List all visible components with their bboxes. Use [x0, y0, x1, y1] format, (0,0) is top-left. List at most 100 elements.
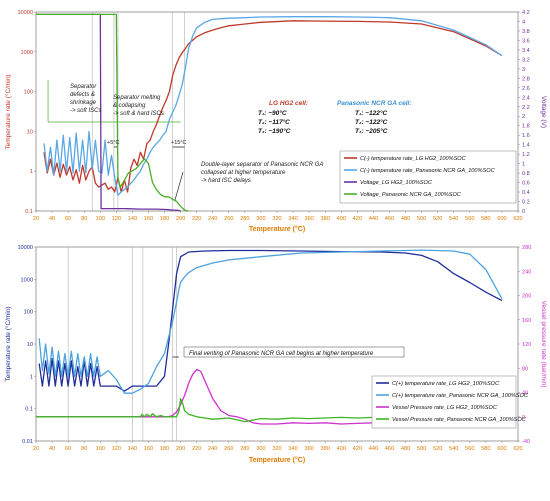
top-y2-tick-label: 2.6: [522, 86, 530, 92]
bot-x-tick-label: 40: [49, 446, 55, 452]
legend-label-lg-voltage: Voltage_LG HG2_100%SOC: [360, 180, 433, 186]
separator-melting-annotation: Separator melting & collapsing -> soft &…: [113, 95, 164, 117]
bot-x-tick-label: 220: [192, 446, 201, 452]
top-y2-tick-label: 0: [522, 209, 525, 215]
bot-x-tick-label: 580: [481, 446, 490, 452]
bot-y2-tick-label: 280: [522, 245, 531, 251]
top-x-tick-label: 560: [465, 216, 474, 222]
top-y2-tick-label: 1.8: [522, 124, 530, 130]
panasonic-temperatures-annotation: Panasonic NCR GA cell: T₁: ~122°C T₂: ~1…: [337, 100, 412, 135]
bot-x-tick-label: 400: [337, 446, 346, 452]
bot-x-tick-label: 480: [401, 446, 410, 452]
top-x-tick-label: 420: [353, 216, 362, 222]
bot-y-tick-label: 100: [24, 310, 33, 316]
top-y2-tick-label: 1.4: [522, 143, 530, 149]
bot-x-tick-label: 520: [433, 446, 442, 452]
top-series-line-3: [36, 13, 189, 212]
top-legend: C(-) temperature rate_LG HG2_100%SOC C(-…: [339, 150, 517, 204]
bot-y-tick-label: 1000: [21, 277, 33, 283]
top-x-tick-label: 60: [65, 216, 71, 222]
bot-x-tick-label: 60: [65, 446, 71, 452]
legend-label-pan-voltage: Voltage_Panasonic NCR GA_100%SOC: [360, 192, 462, 198]
top-series-group: [36, 13, 503, 212]
legend-label-pan-c-plus: C(+) temperature rate_Panasonic NCR GA_1…: [392, 393, 529, 399]
delta-right-annotation: +15°C: [171, 140, 187, 146]
top-y2-tick-label: 1: [522, 162, 525, 168]
top-y2-tick-label: 2.2: [522, 105, 530, 111]
bot-y2-tick-label: 80: [522, 366, 528, 372]
bot-x-tick-label: 560: [465, 446, 474, 452]
bot-x-tick-label: 600: [497, 446, 506, 452]
legend-label-pan-pressure: Vessel Pressure rate_Panasonic NCR GA_10…: [392, 417, 527, 423]
top-y2-tick-label: 4: [522, 19, 525, 25]
separator-defects-annotation: Separator defects & shrinkage -> soft IS…: [70, 84, 102, 114]
lg-t3: T₃: ~190°C: [258, 127, 291, 135]
bottom-y-axis-label: Temperature rate (°C/min): [4, 306, 12, 381]
bottom-legend: C(+) temperature rate_LG HG2_100%SOC C(+…: [371, 375, 529, 429]
top-y-tick-label: 1000: [21, 50, 33, 56]
bot-x-tick-label: 500: [417, 446, 426, 452]
bot-x-tick-label: 380: [321, 446, 330, 452]
panasonic-t1: T₁: ~122°C: [355, 109, 387, 117]
separator-melting-line-2: & collapsing: [113, 103, 146, 109]
top-y-axis-label: Temperature rate (°C/min): [4, 74, 12, 149]
top-series-line-0: [43, 20, 503, 193]
top-x-tick-label: 460: [385, 216, 394, 222]
top-chart-panel: 20 40 60 80 100 120 140 160 180 200 220 240 260 280 30…: [4, 10, 547, 233]
bot-x-tick-label: 240: [208, 446, 217, 452]
top-legend-box: [339, 150, 517, 204]
bottom-decorations: [67, 247, 179, 441]
top-x-tick-label: 320: [272, 216, 281, 222]
top-y-tick-label: 100: [24, 90, 33, 96]
bot-x-tick-label: 460: [385, 446, 394, 452]
top-x-tick-label: 220: [192, 216, 201, 222]
separator-melting-line-1: Separator melting: [113, 95, 161, 101]
top-y2-tick-label: 0.8: [522, 171, 530, 177]
top-y-tick-label: 10000: [17, 10, 33, 16]
top-y2-tick-label: 1.2: [522, 152, 530, 158]
panasonic-t2: T₂: ~122°C: [355, 118, 388, 126]
lg-temperatures-annotation: LG HG2 cell: T₁: ~90°C T₂: ~117°C T₃: ~1…: [258, 100, 308, 135]
legend-label-lg-pressure: Vessel Pressure rate_LG HG2_100%SOC: [392, 405, 498, 411]
bot-series-line-3: [36, 397, 502, 423]
lg-t2: T₂: ~117°C: [258, 118, 290, 126]
bottom-chart-panel: 20 40 60 80 100 120 140 160 180 200 220 240 260 280 30…: [4, 245, 547, 464]
bottom-legend-box: [371, 375, 517, 429]
top-x-tick-label: 240: [208, 216, 217, 222]
top-x-axis-label: Temperature (°C): [249, 225, 305, 233]
double-layer-line-2: collapsed at higher temperature: [201, 170, 286, 176]
top-x-tick-label: 500: [417, 216, 426, 222]
top-x-tick-label: 120: [112, 216, 121, 222]
bot-x-tick-label: 120: [112, 446, 121, 452]
bot-x-tick-label: 20: [33, 446, 39, 452]
top-y2-tick-label: 0.4: [522, 190, 530, 196]
top-y-tick-label: 10: [27, 129, 33, 135]
top-x-tick-label: 20: [33, 216, 39, 222]
bot-x-tick-label: 280: [240, 446, 249, 452]
double-layer-line-1: Double-layer separator of Panasonic NCR …: [201, 162, 323, 168]
legend-label-pan-c-minus: C(-) temperature rate_Panasonic NCR GA_1…: [360, 168, 496, 174]
bottom-y-ticks: 0.01 0.1 1 10 100 1000 10000: [17, 245, 36, 445]
top-x-tick-label: 260: [224, 216, 233, 222]
bot-y2-tick-label: 240: [522, 269, 531, 275]
delta-left-annotation: +5°C: [107, 140, 119, 146]
top-y2-tick-label: 2: [522, 114, 525, 120]
top-x-tick-label: 380: [321, 216, 330, 222]
bot-x-tick-label: 140: [128, 446, 137, 452]
final-venting-annotation: Final venting of Panasonic NCR GA cell b…: [183, 346, 405, 358]
bot-y-tick-label: 0.01: [22, 439, 33, 445]
top-y2-tick-label: 2.4: [522, 95, 530, 101]
top-y2-tick-label: 3: [522, 67, 525, 73]
bot-x-tick-label: 300: [256, 446, 265, 452]
panasonic-t3: T₃: ~205°C: [355, 127, 388, 135]
top-y2-axis-label: Voltage (V): [540, 96, 547, 128]
bot-x-tick-label: 200: [176, 446, 185, 452]
bottom-y2-ticks: -40 0 40 80 120 160 200 240 280: [518, 245, 531, 445]
top-y2-ticks: 0 0.2 0.4 0.6 0.8 1 1.2 1.4 1.6 1.8 2 2.2 2.4 2.6 2.8 3…: [518, 10, 530, 215]
top-x-tick-label: 200: [176, 216, 185, 222]
top-x-tick-label: 80: [81, 216, 87, 222]
bot-x-tick-label: 80: [81, 446, 87, 452]
bot-y-tick-label: 0.1: [25, 407, 33, 413]
bottom-series-group: [36, 249, 503, 425]
top-x-tick-label: 140: [128, 216, 137, 222]
